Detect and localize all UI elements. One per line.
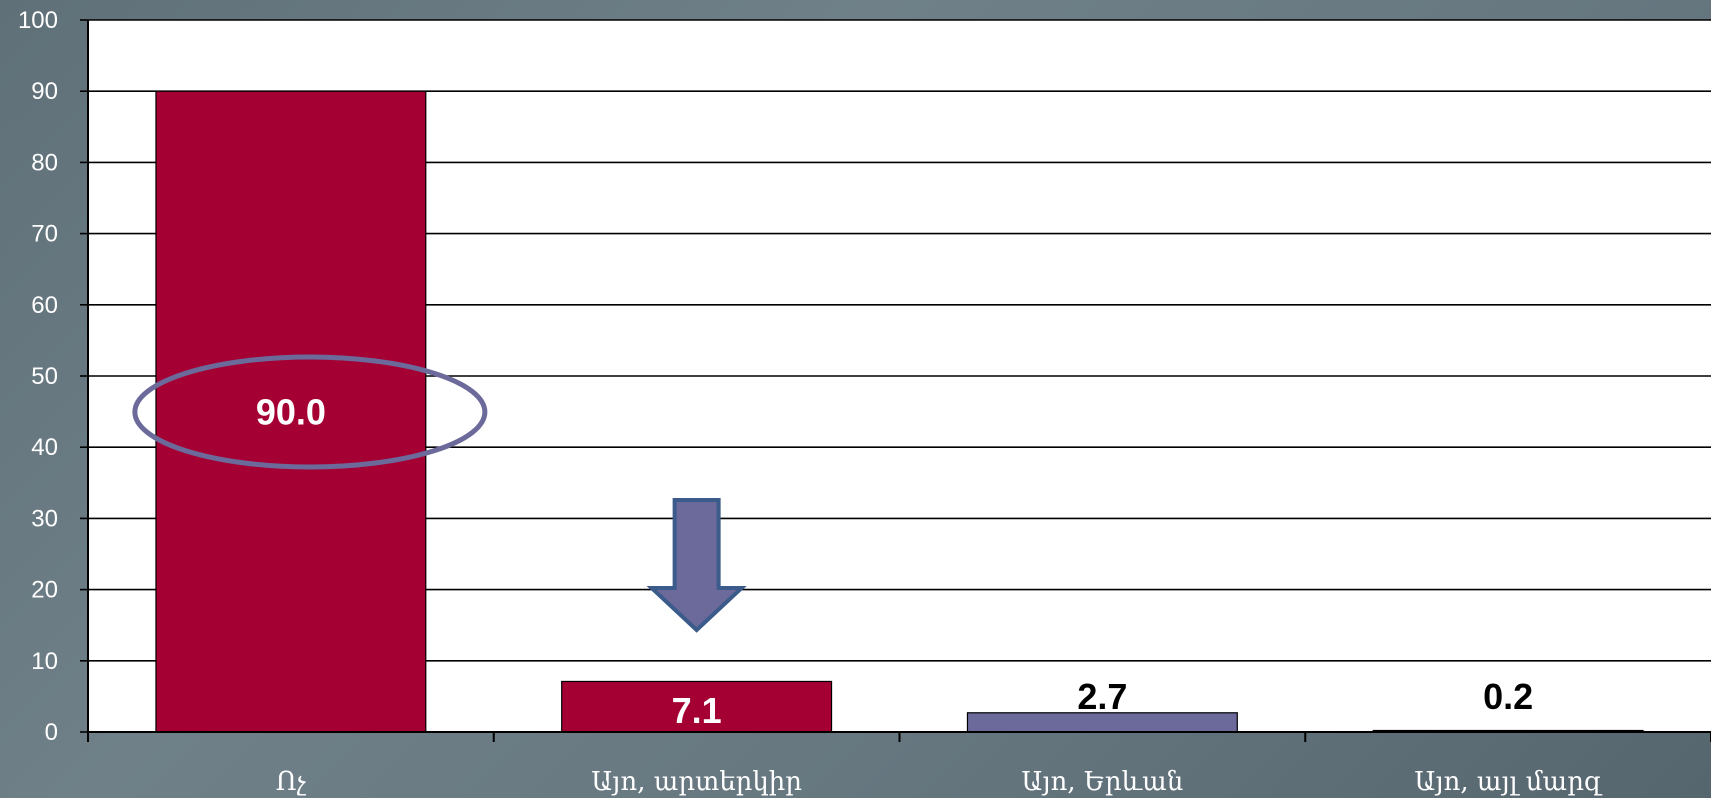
x-axis: [87, 20, 1711, 742]
x-tick-label: Այո, այլ մարզ: [1414, 767, 1603, 797]
data-label: 0.2: [1483, 676, 1533, 717]
data-label: 2.7: [1077, 676, 1127, 717]
y-tick-label: 60: [31, 292, 58, 319]
bars: [155, 90, 1644, 733]
data-labels: 90.0 7.1 2.7 0.2: [256, 392, 1533, 731]
y-tick-label: 50: [31, 363, 58, 390]
data-label: 90.0: [256, 392, 326, 433]
x-axis-labels: Ոչ Այո, արտերկիր Այո, Երևան Այո, այլ մարզ: [276, 767, 1603, 797]
highlight-ellipse: [132, 354, 488, 470]
data-label: 7.1: [672, 690, 722, 731]
y-tick-label: 0: [45, 719, 58, 746]
x-tick-label: Այո, արտերկիր: [591, 767, 802, 797]
y-tick-label: 90: [31, 78, 58, 105]
y-axis-ticks: 0 10 20 30 40 50 60 70 80 90 100: [18, 7, 58, 746]
x-tick-label: Ոչ: [276, 767, 307, 797]
y-tick-label: 80: [31, 149, 58, 176]
y-tick-label: 70: [31, 221, 58, 248]
y-tick-label: 40: [31, 434, 58, 461]
annotations: [132, 354, 747, 633]
x-tick-label: Այո, Երևան: [1021, 767, 1183, 797]
y-tick-label: 10: [31, 648, 58, 675]
y-tick-label: 20: [31, 577, 58, 604]
y-tick-label: 30: [31, 505, 58, 532]
down-arrow-icon: [646, 498, 747, 633]
y-tick-label: 100: [18, 7, 58, 34]
bar: [155, 90, 427, 733]
